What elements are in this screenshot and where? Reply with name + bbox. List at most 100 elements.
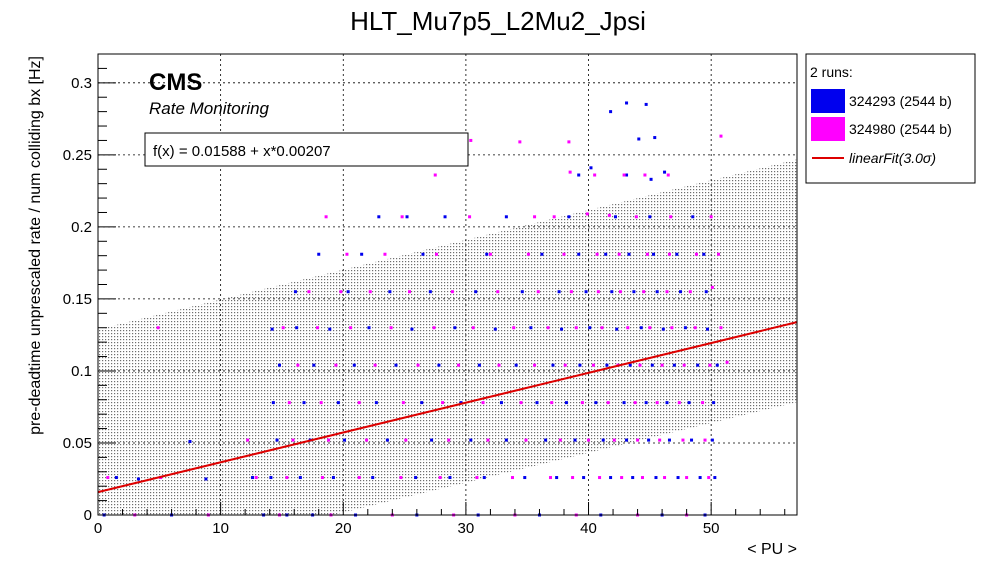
data-point-run-324293 xyxy=(114,476,118,480)
data-point-run-324293 xyxy=(136,477,140,481)
data-point-run-324293 xyxy=(312,363,316,367)
data-point-run-324293 xyxy=(493,327,497,331)
data-point-run-324980 xyxy=(399,476,403,480)
data-point-run-324293 xyxy=(644,102,648,106)
data-point-run-324980 xyxy=(562,252,566,256)
data-point-run-324293 xyxy=(352,363,356,367)
data-point-run-324293 xyxy=(663,170,667,174)
data-point-run-324980 xyxy=(658,438,662,442)
data-point-run-324980 xyxy=(655,401,659,405)
data-point-run-324293 xyxy=(551,363,555,367)
data-point-run-324293 xyxy=(614,215,618,219)
data-point-run-324293 xyxy=(605,363,609,367)
data-point-run-324980 xyxy=(389,326,393,330)
data-point-run-324293 xyxy=(514,363,518,367)
chart-title: HLT_Mu7p5_L2Mu2_Jpsi xyxy=(350,6,646,36)
x-tick-label: 20 xyxy=(335,520,352,537)
fit-line-layer xyxy=(97,321,798,494)
data-point-run-324293 xyxy=(573,438,577,442)
data-point-run-324293 xyxy=(652,252,656,256)
data-point-run-324293 xyxy=(453,326,457,330)
data-point-run-324980 xyxy=(688,290,692,294)
data-point-run-324293 xyxy=(520,290,524,294)
data-point-run-324293 xyxy=(474,290,478,294)
data-point-run-324293 xyxy=(430,438,434,442)
data-point-run-324980 xyxy=(334,363,338,367)
y-axis-title: pre-deadtime unprescaled rate / num coll… xyxy=(27,56,44,435)
data-point-run-324980 xyxy=(596,290,600,294)
data-point-run-324293 xyxy=(529,326,533,330)
data-point-run-324980 xyxy=(636,438,640,442)
data-point-run-324293 xyxy=(675,252,679,256)
legend-swatch-run-324293 xyxy=(811,89,845,113)
data-point-run-324293 xyxy=(644,401,648,405)
data-point-run-324980 xyxy=(407,290,411,294)
data-point-run-324980 xyxy=(475,476,479,480)
data-point-run-324980 xyxy=(339,290,343,294)
data-point-run-324293 xyxy=(482,476,486,480)
data-point-run-324293 xyxy=(420,401,424,405)
data-point-run-324293 xyxy=(712,401,716,405)
data-point-run-324293 xyxy=(696,363,700,367)
data-point-run-324980 xyxy=(486,438,490,442)
data-point-run-324293 xyxy=(631,476,635,480)
data-point-run-324293 xyxy=(555,476,559,480)
data-point-run-324293 xyxy=(655,290,659,294)
y-tick-label: 0.05 xyxy=(63,435,92,452)
data-point-run-324293 xyxy=(589,166,593,170)
data-point-run-324293 xyxy=(650,363,654,367)
data-point-run-324980 xyxy=(368,290,372,294)
data-point-run-324980 xyxy=(365,438,369,442)
data-point-run-324293 xyxy=(676,476,680,480)
data-point-run-324293 xyxy=(648,215,652,219)
y-tick-label: 0.15 xyxy=(63,291,92,308)
data-point-run-324293 xyxy=(577,173,581,177)
data-point-run-324293 xyxy=(271,401,275,405)
data-point-run-324293 xyxy=(499,401,503,405)
data-point-run-324980 xyxy=(441,401,445,405)
data-point-run-324293 xyxy=(647,438,651,442)
data-point-run-324980 xyxy=(638,363,642,367)
y-tick-label: 0.2 xyxy=(71,219,92,236)
data-point-run-324980 xyxy=(717,252,721,256)
data-point-run-324293 xyxy=(443,215,447,219)
data-point-run-324980 xyxy=(620,476,624,480)
data-point-run-324293 xyxy=(628,363,632,367)
data-point-run-324293 xyxy=(504,215,508,219)
data-point-run-324293 xyxy=(421,252,425,256)
data-point-run-324293 xyxy=(295,326,299,330)
data-point-run-324293 xyxy=(577,252,581,256)
data-point-run-324980 xyxy=(349,326,353,330)
data-point-run-324293 xyxy=(414,476,418,480)
data-point-run-324293 xyxy=(683,326,687,330)
data-point-run-324980 xyxy=(468,215,472,219)
data-point-run-324293 xyxy=(298,476,302,480)
data-point-run-324980 xyxy=(518,140,522,144)
data-point-run-324980 xyxy=(595,252,599,256)
data-point-run-324293 xyxy=(702,252,706,256)
data-point-run-324293 xyxy=(560,327,564,331)
data-point-run-324293 xyxy=(661,327,665,331)
data-point-run-324293 xyxy=(705,327,709,331)
data-point-run-324293 xyxy=(437,363,441,367)
data-point-run-324980 xyxy=(587,438,591,442)
data-point-run-324293 xyxy=(557,290,561,294)
data-point-run-324293 xyxy=(665,401,669,405)
data-point-run-324293 xyxy=(204,477,208,481)
data-point-run-324980 xyxy=(591,363,595,367)
axes: 0 10 20 30 40 50 0 0.05 0.1 0.15 0.2 0.25 0.3 xyxy=(63,53,786,537)
data-point-run-324980 xyxy=(357,401,361,405)
data-point-run-324980 xyxy=(526,252,530,256)
data-point-run-324293 xyxy=(477,363,481,367)
data-point-run-324980 xyxy=(533,363,537,367)
data-point-run-324980 xyxy=(703,438,707,442)
x-tick-label: 0 xyxy=(94,520,102,537)
data-point-run-324293 xyxy=(336,401,340,405)
data-point-run-324980 xyxy=(694,252,698,256)
data-point-run-324293 xyxy=(625,173,629,177)
x-tick-label: 30 xyxy=(458,520,475,537)
data-point-run-324980 xyxy=(469,138,473,142)
legend-label-run-324980: 324980 (2544 b) xyxy=(849,121,952,137)
data-point-run-324293 xyxy=(637,137,641,141)
data-point-run-324293 xyxy=(275,438,279,442)
